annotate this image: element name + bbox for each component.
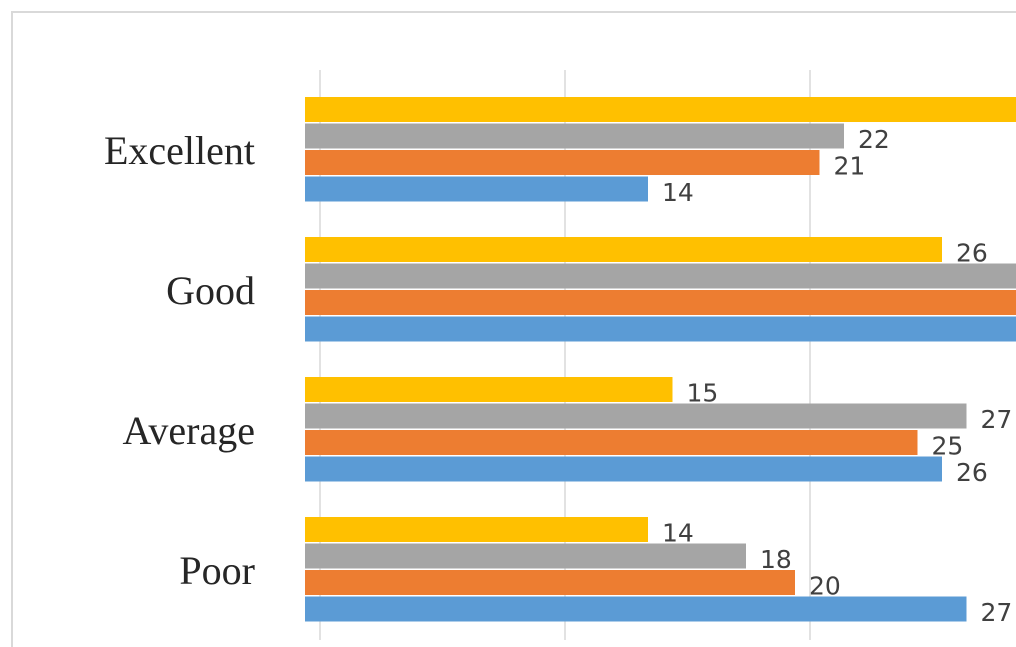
bar bbox=[305, 596, 967, 622]
bar bbox=[305, 456, 942, 482]
data-label: 15 bbox=[687, 379, 719, 408]
data-label: 26 bbox=[956, 239, 988, 268]
bar bbox=[305, 290, 1016, 315]
bar bbox=[305, 543, 746, 569]
category-label: Good bbox=[166, 268, 255, 313]
data-label: 21 bbox=[834, 152, 866, 181]
category-label: Average bbox=[123, 408, 256, 453]
bar bbox=[305, 403, 967, 429]
category-label: Poor bbox=[179, 548, 255, 593]
bar bbox=[305, 517, 648, 542]
data-label: 27 bbox=[981, 405, 1013, 434]
category-label: Excellent bbox=[104, 128, 255, 173]
bar bbox=[305, 570, 795, 595]
bar bbox=[305, 430, 918, 455]
bar bbox=[305, 316, 1016, 342]
data-label: 14 bbox=[662, 178, 694, 207]
bar bbox=[305, 263, 1016, 289]
bar bbox=[305, 97, 1016, 122]
bar bbox=[305, 237, 942, 262]
data-label: 18 bbox=[760, 545, 792, 574]
data-label: 25 bbox=[932, 432, 964, 461]
data-label: 22 bbox=[858, 125, 890, 154]
bar bbox=[305, 176, 648, 202]
chart-frame bbox=[11, 11, 1016, 647]
data-label: 14 bbox=[662, 519, 694, 548]
bar bbox=[305, 123, 844, 149]
data-label: 26 bbox=[956, 458, 988, 487]
bar bbox=[305, 150, 820, 175]
bar bbox=[305, 377, 673, 402]
data-label: 20 bbox=[809, 572, 841, 601]
data-label: 27 bbox=[981, 598, 1013, 627]
